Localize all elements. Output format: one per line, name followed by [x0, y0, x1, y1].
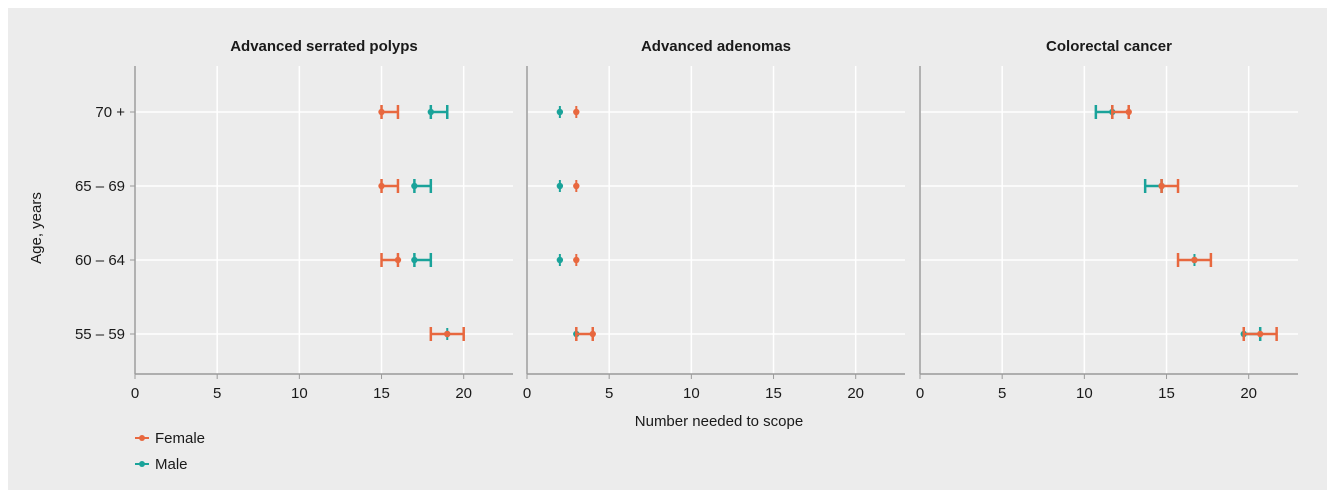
y-axis-label: Age, years: [28, 192, 45, 264]
x-tick-label: 15: [373, 385, 390, 402]
x-tick-label: 20: [847, 385, 864, 402]
chart-canvas: Age, years Number needed to scope 0 5 10 15…: [28, 38, 1298, 473]
point-male: [556, 182, 564, 190]
point-female: [378, 182, 385, 190]
point-male: [556, 108, 564, 116]
panel-title-advanced-serrated-polyps: Advanced serrated polyps: [230, 38, 418, 55]
x-tick-label: 5: [605, 385, 613, 402]
point-female: [1125, 108, 1132, 116]
point-female: [573, 256, 580, 264]
legend-label-male: Male: [155, 456, 188, 473]
x-tick-label: 0: [523, 385, 531, 402]
point-male: [556, 256, 564, 264]
y-tick-label: 70 +: [95, 104, 125, 121]
legend-item-female: Female: [135, 430, 205, 447]
point-female: [589, 330, 596, 338]
point-female: [378, 108, 385, 116]
y-tick-label: 65 – 69: [75, 178, 125, 195]
panel-title-advanced-adenomas: Advanced adenomas: [641, 38, 791, 55]
point-female: [573, 108, 580, 116]
point-female: [1191, 256, 1198, 264]
data-marks: [378, 105, 1278, 341]
point-female: [444, 330, 451, 338]
x-tick-label: 0: [131, 385, 139, 402]
x-tick-label: 5: [998, 385, 1006, 402]
point-male: [427, 108, 435, 116]
x-tick-label: 5: [213, 385, 221, 402]
x-tick-label: 0: [916, 385, 924, 402]
y-tick-label: 60 – 64: [75, 252, 125, 269]
legend-marker-male: [139, 461, 145, 467]
panel-title-colorectal-cancer: Colorectal cancer: [1046, 38, 1172, 55]
legend-label-female: Female: [155, 430, 205, 447]
legend: Female Male: [135, 430, 205, 473]
x-tick-label: 20: [1240, 385, 1257, 402]
x-tick-label: 10: [291, 385, 308, 402]
legend-marker-female: [139, 435, 145, 441]
x-axis-label: Number needed to scope: [635, 413, 803, 430]
chart-text: Age, years Number needed to scope 0 5 10 15…: [28, 38, 1257, 430]
x-tick-label: 10: [683, 385, 700, 402]
x-tick-label: 10: [1076, 385, 1093, 402]
point-female: [573, 182, 580, 190]
axes: [130, 66, 1298, 379]
x-tick-label: 15: [765, 385, 782, 402]
x-tick-label: 15: [1158, 385, 1175, 402]
gridlines: [134, 66, 1298, 374]
point-female: [1257, 330, 1264, 338]
x-tick-label: 20: [455, 385, 472, 402]
y-tick-label: 55 – 59: [75, 326, 125, 343]
chart-figure: Age, years Number needed to scope 0 5 10 15…: [8, 8, 1327, 490]
legend-item-male: Male: [135, 456, 188, 473]
point-male: [411, 256, 418, 264]
point-female: [394, 256, 402, 264]
point-female: [1158, 182, 1165, 190]
point-male: [411, 182, 418, 190]
